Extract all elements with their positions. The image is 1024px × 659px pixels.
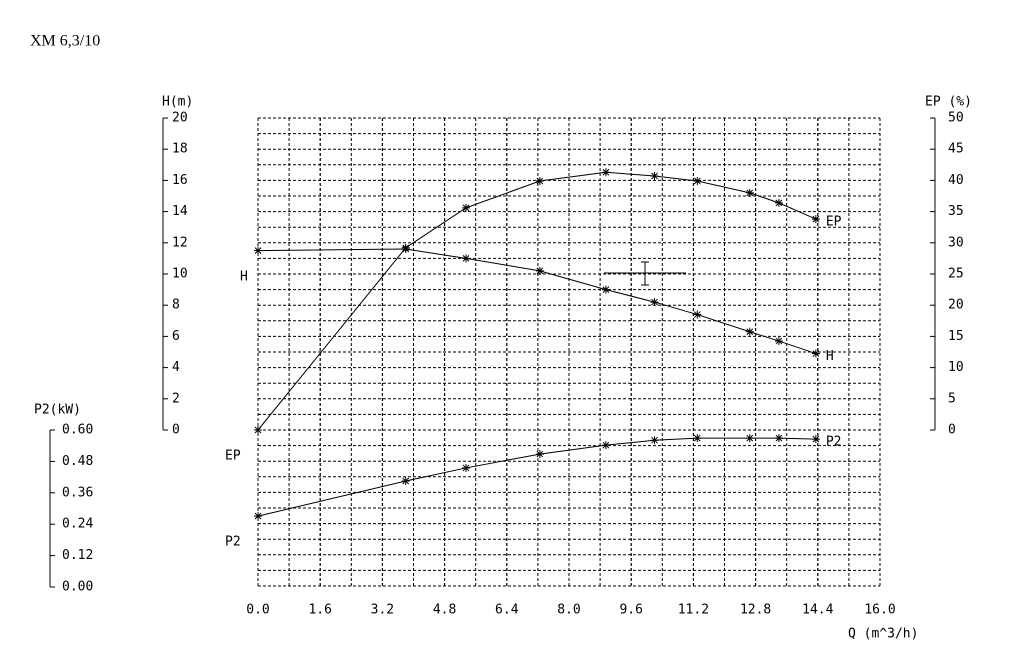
y-tick-label: 35 — [948, 204, 964, 219]
point-marker — [254, 246, 262, 255]
point-marker — [745, 327, 754, 336]
crosshair — [604, 261, 686, 286]
point-marker — [774, 198, 783, 207]
series-line — [257, 171, 817, 431]
point-marker — [254, 426, 262, 434]
point-marker — [745, 434, 754, 443]
y-tick-label: 6 — [172, 329, 180, 344]
y-tick-label: 0.12 — [62, 548, 93, 563]
point-marker — [745, 188, 754, 197]
y-tick-label: 10 — [948, 360, 964, 375]
y-tick-label: 20 — [948, 298, 964, 313]
point-marker — [401, 243, 410, 252]
y-tick-label: 8 — [172, 298, 180, 313]
point-marker — [650, 436, 659, 445]
y-tick-label: 12 — [172, 235, 188, 250]
point-marker — [461, 463, 470, 472]
point-marker — [461, 254, 470, 263]
point-marker — [601, 285, 610, 294]
x-tick-label: 1.6 — [308, 603, 331, 618]
y-tick-label: 0 — [172, 423, 180, 438]
point-marker — [461, 203, 470, 212]
point-marker — [401, 477, 410, 486]
x-tick-label: 3.2 — [371, 603, 394, 618]
y-tick-label: 14 — [172, 204, 188, 219]
y-tick-label: 5 — [948, 391, 956, 406]
x-tick-label: 16.0 — [864, 603, 895, 618]
point-marker — [693, 177, 702, 186]
point-marker — [601, 441, 610, 450]
point-marker — [693, 310, 702, 319]
y3-axis-title: P2(kW) — [34, 403, 81, 418]
point-marker — [535, 450, 544, 459]
x-tick-label: 11.2 — [678, 603, 709, 618]
point-marker — [774, 337, 783, 346]
y-tick-label: 18 — [172, 142, 188, 157]
x-tick-label: 14.4 — [802, 603, 833, 618]
point-marker — [650, 298, 659, 307]
series-label: P2 — [826, 435, 842, 450]
y-tick-label: 0 — [948, 423, 956, 438]
y-tick-label: 0.00 — [62, 580, 93, 595]
y-tick-label: 0.60 — [62, 423, 93, 438]
y-tick-label: 10 — [172, 267, 188, 282]
x-axis-title: Q (m^3/h) — [848, 627, 918, 642]
y-tick-label: 30 — [948, 235, 964, 250]
y-tick-label: 50 — [948, 111, 964, 126]
point-marker — [535, 266, 544, 275]
x-tick-label: 0.0 — [246, 603, 269, 618]
series-line — [257, 248, 817, 355]
point-marker — [811, 215, 820, 224]
y-tick-label: 0.24 — [62, 517, 93, 532]
y-tick-label: 40 — [948, 173, 964, 188]
y-tick-label: 25 — [948, 267, 964, 282]
y2-axis-title: EP (%) — [925, 95, 972, 110]
point-marker — [811, 349, 820, 358]
y-tick-label: 45 — [948, 142, 964, 157]
y-tick-label: 2 — [172, 391, 180, 406]
y-tick-label: 16 — [172, 173, 188, 188]
point-marker — [811, 435, 820, 444]
x-tick-label: 12.8 — [740, 603, 771, 618]
y-tick-label: 0.48 — [62, 454, 93, 469]
point-marker — [535, 177, 544, 186]
series-label: H — [826, 349, 834, 364]
series-axis-label: H — [240, 270, 248, 285]
x-tick-label: 9.6 — [619, 603, 642, 618]
series-line — [257, 437, 816, 517]
point-marker — [601, 168, 610, 177]
series-label: EP — [826, 215, 842, 230]
y-tick-label: 20 — [172, 111, 188, 126]
x-tick-label: 8.0 — [557, 603, 580, 618]
series-axis-label: EP — [225, 449, 241, 464]
point-marker — [693, 434, 702, 443]
point-marker — [774, 434, 783, 443]
y-tick-label: 4 — [172, 360, 180, 375]
point-marker — [254, 512, 262, 521]
chart-title: XM 6,3/10 — [30, 33, 100, 50]
x-tick-label: 4.8 — [433, 603, 456, 618]
y-tick-label: 15 — [948, 329, 964, 344]
x-tick-label: 6.4 — [495, 603, 519, 618]
point-marker — [650, 172, 659, 181]
y-tick-label: 0.36 — [62, 485, 93, 500]
y-axis-title: H(m) — [162, 95, 193, 110]
series-axis-label: P2 — [225, 535, 241, 550]
